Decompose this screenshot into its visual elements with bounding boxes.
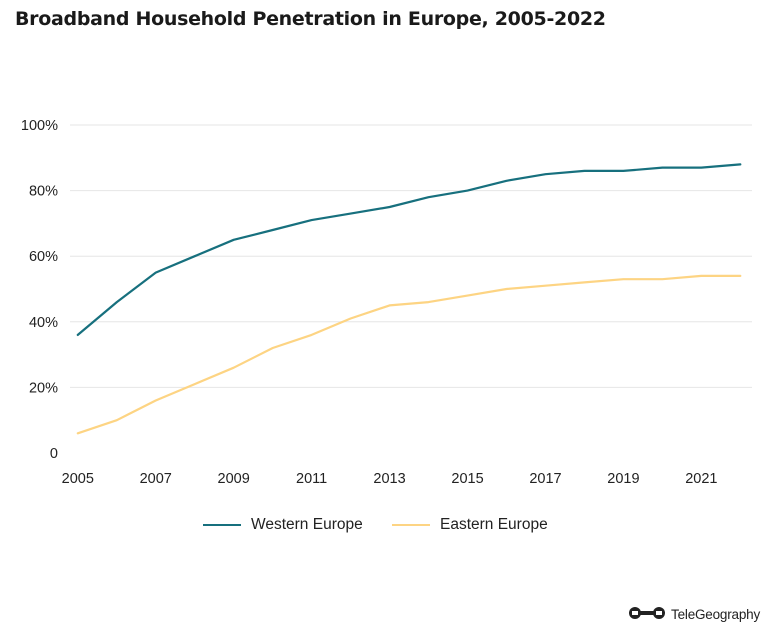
y-tick-label: 0 [50,446,58,462]
legend-swatch-western-europe [203,524,241,526]
grid-lines [70,124,752,388]
series-lines [76,163,742,435]
x-tick-label: 2017 [529,471,561,487]
y-axis-ticks: 0 20% 40% 60% 80% 100% [21,118,58,462]
legend: Western Europe Eastern Europe [0,516,778,540]
x-tick-label: 2015 [451,471,483,487]
legend-item-western-europe[interactable]: Western Europe [203,516,363,534]
y-tick-label: 60% [29,249,58,265]
line-chart: 020%40%60%80%100% 2005 2007 2009 2011 2013 20… [21,118,752,487]
legend-label-western-europe: Western Europe [251,516,363,533]
y-tick-label: 40% [29,315,58,331]
x-tick-label: 2011 [296,471,327,487]
brand-credit: TeleGeography [628,606,760,623]
x-tick-label: 2021 [685,471,717,487]
legend-label-eastern-europe: Eastern Europe [440,516,548,533]
x-axis-ticks: 2005 2007 2009 2011 2013 2015 2017 2019 2021 [62,471,718,487]
x-tick-label: 2007 [140,471,172,487]
brand-name: TeleGeography [671,607,760,622]
legend-item-eastern-europe[interactable]: Eastern Europe [392,516,548,534]
telegeography-logo-icon [628,606,666,623]
series-line-western-europe[interactable] [76,163,742,336]
series-line-eastern-europe[interactable] [76,274,742,435]
x-tick-label: 2013 [373,471,405,487]
x-tick-label: 2019 [607,471,639,487]
x-tick-label: 2005 [62,471,94,487]
y-tick-label: 80% [29,184,58,200]
y-tick-label: 20% [29,380,58,396]
chart-title: Broadband Household Penetration in Europ… [15,8,606,30]
x-tick-label: 2009 [218,471,250,487]
y-tick-label: 100% [21,118,58,134]
legend-swatch-eastern-europe [392,524,430,526]
